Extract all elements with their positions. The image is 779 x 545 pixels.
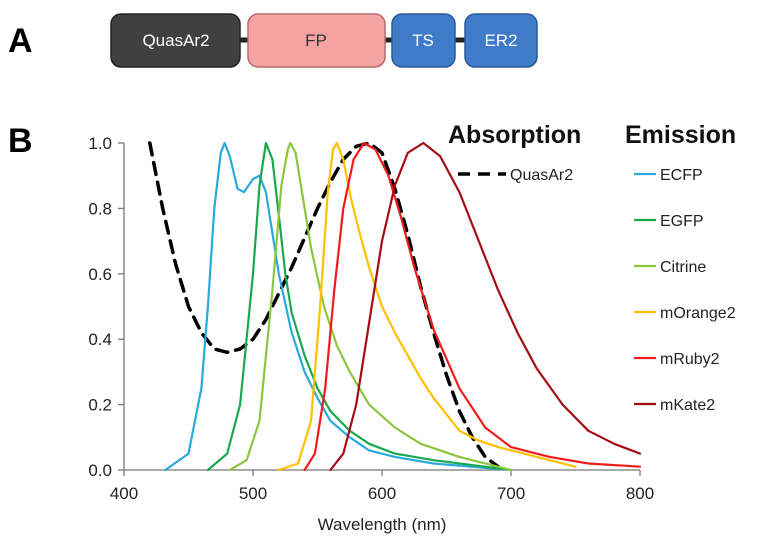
series-line-morange2 (277, 141, 577, 472)
y-tick-label: 1.0 (88, 134, 112, 153)
ticks-layer: 400 500 600 700 800 0.0 0.2 0.4 0.6 0.8 1.0 (88, 134, 654, 503)
y-tick-label: 0.2 (88, 396, 112, 415)
y-tick-label: 0.8 (88, 199, 112, 218)
legend-label-quasar2: QuasAr2 (510, 167, 573, 184)
legend-label-citrine: Citrine (660, 259, 706, 276)
legend-label-mruby2: mRuby2 (660, 351, 720, 368)
legend-header-absorption: Absorption (448, 121, 581, 149)
legend: Absorption Emission QuasAr2 ECFP EGFP Citri… (448, 121, 736, 414)
spectra-plot: 400 500 600 700 800 0.0 0.2 0.4 0.6 0.8 1.0 Wavele… (88, 134, 654, 534)
x-axis-title: Wavelength (nm) (318, 515, 447, 534)
series-line-quasar2 (148, 141, 500, 469)
segment-ts-box (391, 13, 456, 68)
legend-label-egfp: EGFP (660, 213, 704, 230)
series-line-egfp (206, 141, 513, 472)
series-line-ecfp (164, 141, 513, 472)
x-tick-label: 700 (497, 484, 525, 503)
segment-ts: TS (391, 13, 456, 68)
x-tick-label: 500 (239, 484, 267, 503)
segment-ts-label: TS (412, 31, 434, 50)
legend-items: QuasAr2 ECFP EGFP Citrine mOrange2 mRuby2 mKat… (458, 167, 736, 414)
series-line-mruby2 (303, 141, 642, 472)
x-tick-label: 400 (110, 484, 138, 503)
segment-quasar2-label: QuasAr2 (142, 31, 209, 50)
series-layer (148, 141, 642, 472)
series-line-mkate2 (329, 141, 642, 472)
segment-er2: ER2 (464, 13, 538, 68)
segment-quasar2: QuasAr2 (110, 13, 241, 68)
x-tick-label: 800 (626, 484, 654, 503)
series-line-citrine (228, 141, 513, 472)
segment-er2-label: ER2 (484, 31, 517, 50)
panel-b-label: B (8, 122, 33, 160)
legend-label-morange2: mOrange2 (660, 305, 736, 322)
segment-er2-box (464, 13, 538, 68)
legend-label-ecfp: ECFP (660, 167, 703, 184)
segment-fp-label: FP (305, 31, 327, 50)
legend-label-mkate2: mKate2 (660, 397, 715, 414)
x-tick-label: 600 (368, 484, 396, 503)
panel-a-label: A (8, 22, 33, 60)
segment-fp: FP (247, 13, 386, 68)
segment-quasar2-box (110, 13, 241, 68)
construct-diagram: QuasAr2 FP TS ER2 (110, 13, 538, 68)
y-tick-label: 0.6 (88, 265, 112, 284)
segment-fp-box (247, 13, 386, 68)
y-tick-label: 0.4 (88, 330, 112, 349)
legend-header-emission: Emission (625, 121, 736, 149)
y-tick-label: 0.0 (88, 461, 112, 480)
